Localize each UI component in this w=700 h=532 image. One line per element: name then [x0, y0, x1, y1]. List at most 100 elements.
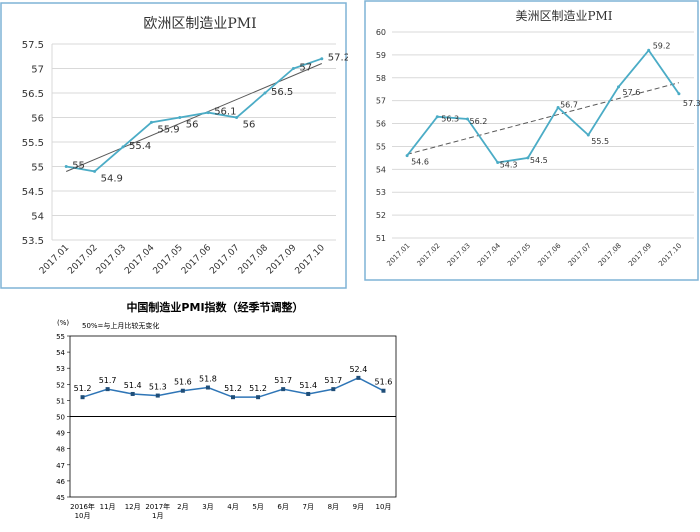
data-point	[466, 117, 469, 121]
y-tick-label: 45	[56, 494, 65, 502]
y-tick-label: 47	[56, 462, 65, 470]
x-tick-label: 11月	[100, 503, 116, 511]
y-tick-label: 52	[56, 381, 65, 389]
data-point	[80, 395, 85, 400]
y-tick-label: 51	[376, 234, 386, 243]
data-label: 56.3	[441, 115, 459, 124]
data-point	[617, 85, 620, 89]
x-tick-label: 9月	[353, 503, 364, 511]
europe-pmi-chart-panel: 欧洲区制造业PMI 53.5 54 54.5 55 55.5 56 56.5 57 57.5 20…	[0, 2, 350, 290]
y-tick-label: 48	[56, 446, 65, 454]
x-tick-label: 8月	[328, 503, 339, 511]
x-tick-label: 1月	[152, 512, 163, 520]
y-tick-label: 50	[56, 414, 65, 422]
data-label: 57	[299, 63, 312, 74]
data-point	[677, 92, 681, 96]
data-point	[556, 106, 560, 110]
data-point	[149, 120, 153, 124]
y-tick-label: 54.5	[22, 187, 44, 198]
data-label: 51.2	[74, 384, 92, 393]
y-tick-label: 57	[31, 65, 44, 76]
trend-line	[406, 82, 680, 155]
x-tick-label: 2016年	[70, 502, 95, 511]
china-pmi-chart-panel: 中国制造业PMI指数（经季节调整） (%) 50%=与上月比较无变化 45 46 4…	[0, 292, 420, 528]
chart-title: 中国制造业PMI指数（经季节调整）	[126, 300, 303, 314]
y-tick-label: 53	[56, 365, 65, 373]
data-point	[526, 156, 530, 160]
y-tick-label: 54	[56, 349, 65, 357]
data-point	[64, 165, 68, 168]
x-tick-label: 6月	[277, 503, 288, 511]
data-point	[356, 375, 361, 380]
data-label: 51.6	[174, 378, 192, 387]
data-label: 57.6	[623, 88, 641, 97]
x-tick-label: 10月	[75, 512, 91, 520]
data-label: 51.2	[249, 384, 267, 393]
x-tick-label: 7月	[302, 503, 313, 511]
data-label: 51.3	[149, 383, 167, 392]
data-label: 51.7	[324, 376, 342, 385]
y-tick-label: 56	[376, 120, 386, 129]
y-tick-label: 57	[376, 97, 386, 106]
data-point	[496, 160, 500, 164]
data-point	[256, 395, 261, 400]
data-label: 56.1	[214, 107, 236, 118]
data-label: 54.9	[101, 173, 123, 184]
data-point	[178, 116, 182, 119]
data-label: 56.7	[560, 101, 578, 110]
data-label: 54.5	[530, 156, 548, 165]
data-label: 54.3	[500, 160, 518, 169]
data-point	[320, 57, 324, 61]
data-point	[206, 111, 210, 115]
data-label: 55	[72, 161, 85, 172]
y-tick-label: 49	[56, 430, 65, 438]
x-tick-label: 5月	[252, 503, 263, 511]
y-tick-label: 53	[376, 188, 386, 197]
data-label: 51.8	[199, 375, 217, 384]
data-point	[331, 387, 336, 392]
data-label: 55.5	[591, 137, 609, 146]
x-tick-label: 3月	[202, 503, 213, 511]
europe-pmi-chart: 欧洲区制造业PMI 53.55454.55555.55656.55757.520…	[0, 2, 350, 289]
y-tick-label: 54	[31, 212, 44, 223]
series-line	[66, 57, 323, 173]
data-label: 55.4	[129, 141, 151, 152]
data-point	[105, 387, 110, 392]
data-point	[586, 133, 590, 137]
data-point	[263, 91, 267, 95]
data-label: 57.2	[328, 53, 348, 64]
x-tick-label: 4月	[227, 503, 238, 511]
y-tick-label: 60	[376, 28, 386, 37]
data-label: 52.4	[349, 365, 367, 374]
data-point	[405, 154, 409, 158]
chart-title: 美洲区制造业PMI	[515, 9, 612, 23]
y-unit-label: (%)	[57, 319, 69, 327]
data-point	[291, 67, 295, 70]
chart-border	[0, 2, 347, 289]
data-label: 56	[186, 120, 199, 131]
data-point	[121, 145, 125, 149]
data-label: 51.4	[299, 381, 317, 390]
data-label: 54.6	[411, 158, 429, 167]
x-tick-label: 2017年	[145, 502, 170, 511]
data-point	[647, 48, 651, 52]
y-tick-label: 58	[376, 74, 386, 83]
y-tick-label: 56	[31, 114, 44, 125]
y-tick-label: 56.5	[22, 89, 44, 100]
data-label: 56.5	[271, 87, 293, 98]
data-label: 56.2	[470, 117, 488, 126]
y-tick-label: 57.5	[22, 40, 44, 51]
data-point	[235, 116, 239, 119]
x-tick-label: 2月	[177, 503, 188, 511]
data-label: 57.3	[683, 99, 700, 108]
data-point	[231, 395, 235, 400]
data-point	[180, 388, 185, 393]
data-point	[306, 391, 311, 396]
data-label: 51.6	[375, 378, 393, 387]
y-tick-label: 55	[31, 163, 44, 174]
data-point	[205, 385, 210, 390]
y-tick-label: 51	[56, 397, 65, 405]
y-tick-label: 55	[376, 142, 386, 151]
data-label: 59.2	[653, 41, 671, 50]
data-label: 55.9	[157, 124, 179, 135]
